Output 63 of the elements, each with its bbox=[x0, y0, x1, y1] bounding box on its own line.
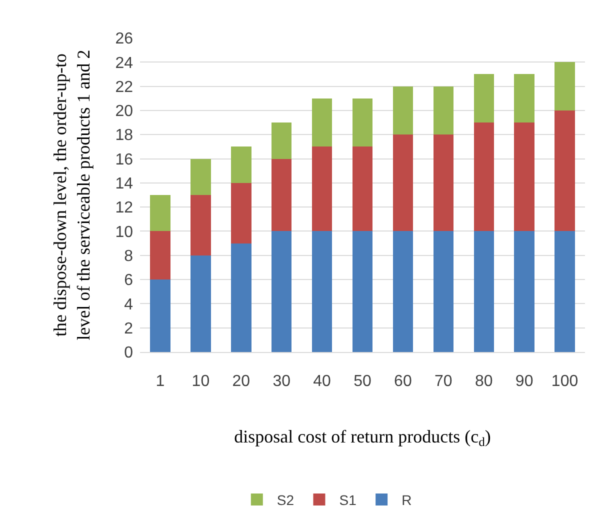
y-tick-label: 6 bbox=[124, 272, 134, 290]
y-tick-label: 12 bbox=[115, 200, 134, 217]
x-tick-label: 40 bbox=[313, 373, 332, 390]
bar bbox=[433, 134, 454, 232]
y-tick-label: 16 bbox=[115, 151, 134, 168]
bar bbox=[514, 74, 534, 123]
bar bbox=[392, 86, 414, 135]
x-tick-label: 90 bbox=[515, 373, 534, 390]
bar bbox=[231, 146, 252, 183]
x-axis-title: disposal cost of return products (c$_{d}$) bbox=[234, 426, 491, 450]
bar bbox=[190, 158, 211, 195]
bar bbox=[190, 255, 211, 352]
bar bbox=[474, 74, 494, 123]
x-tick-label: 10 bbox=[192, 373, 210, 390]
y-tick-label: 22 bbox=[115, 78, 134, 96]
bar bbox=[514, 231, 534, 352]
bar bbox=[514, 122, 534, 232]
y-tick-label: 2 bbox=[124, 320, 134, 338]
bar bbox=[312, 146, 332, 232]
bar bbox=[554, 231, 575, 352]
bar bbox=[190, 195, 211, 256]
bar bbox=[271, 231, 292, 352]
legend-label: S2 bbox=[276, 492, 294, 508]
y-tick-label: 4 bbox=[124, 296, 134, 314]
x-tick-label: 50 bbox=[354, 373, 372, 390]
bar bbox=[352, 98, 373, 147]
bar bbox=[474, 231, 494, 352]
bar bbox=[271, 158, 292, 232]
x-tick-label: 20 bbox=[232, 373, 250, 390]
y-tick-label: 18 bbox=[115, 127, 134, 144]
y-tick-label: 10 bbox=[115, 224, 134, 241]
bar bbox=[150, 231, 170, 280]
bar bbox=[312, 98, 332, 147]
y-tick-label: 8 bbox=[124, 248, 134, 265]
y-axis-title: the dispose-down level, the order-up-to level of the serviceable products 1 and 2 bbox=[50, 50, 94, 340]
bar bbox=[474, 122, 494, 232]
bar bbox=[554, 62, 575, 110]
x-tick-label: 70 bbox=[434, 373, 452, 390]
bar bbox=[433, 86, 454, 135]
bar bbox=[271, 122, 292, 159]
y-tick-label: 0 bbox=[124, 344, 134, 362]
bar bbox=[150, 280, 170, 352]
x-tick-label: 80 bbox=[474, 373, 493, 390]
bar bbox=[554, 110, 575, 232]
bar bbox=[392, 134, 414, 232]
x-tick-label: 1 bbox=[156, 373, 165, 390]
legend-label: R bbox=[402, 492, 412, 508]
bar bbox=[433, 231, 454, 352]
y-tick-label: 14 bbox=[115, 176, 134, 193]
bar bbox=[352, 146, 373, 232]
x-tick-label: 30 bbox=[272, 373, 291, 390]
x-tick-label: 60 bbox=[394, 373, 412, 390]
bar bbox=[352, 231, 373, 352]
y-tick-label: 26 bbox=[115, 30, 134, 48]
bar bbox=[231, 182, 252, 244]
y-tick-label: 20 bbox=[115, 103, 134, 120]
bar bbox=[312, 231, 332, 352]
y-tick-label: 24 bbox=[115, 54, 134, 72]
bar bbox=[150, 195, 170, 232]
bar bbox=[392, 231, 414, 352]
x-tick-label: 100 bbox=[551, 373, 578, 390]
bar bbox=[231, 243, 252, 352]
legend-label: S1 bbox=[339, 492, 357, 508]
